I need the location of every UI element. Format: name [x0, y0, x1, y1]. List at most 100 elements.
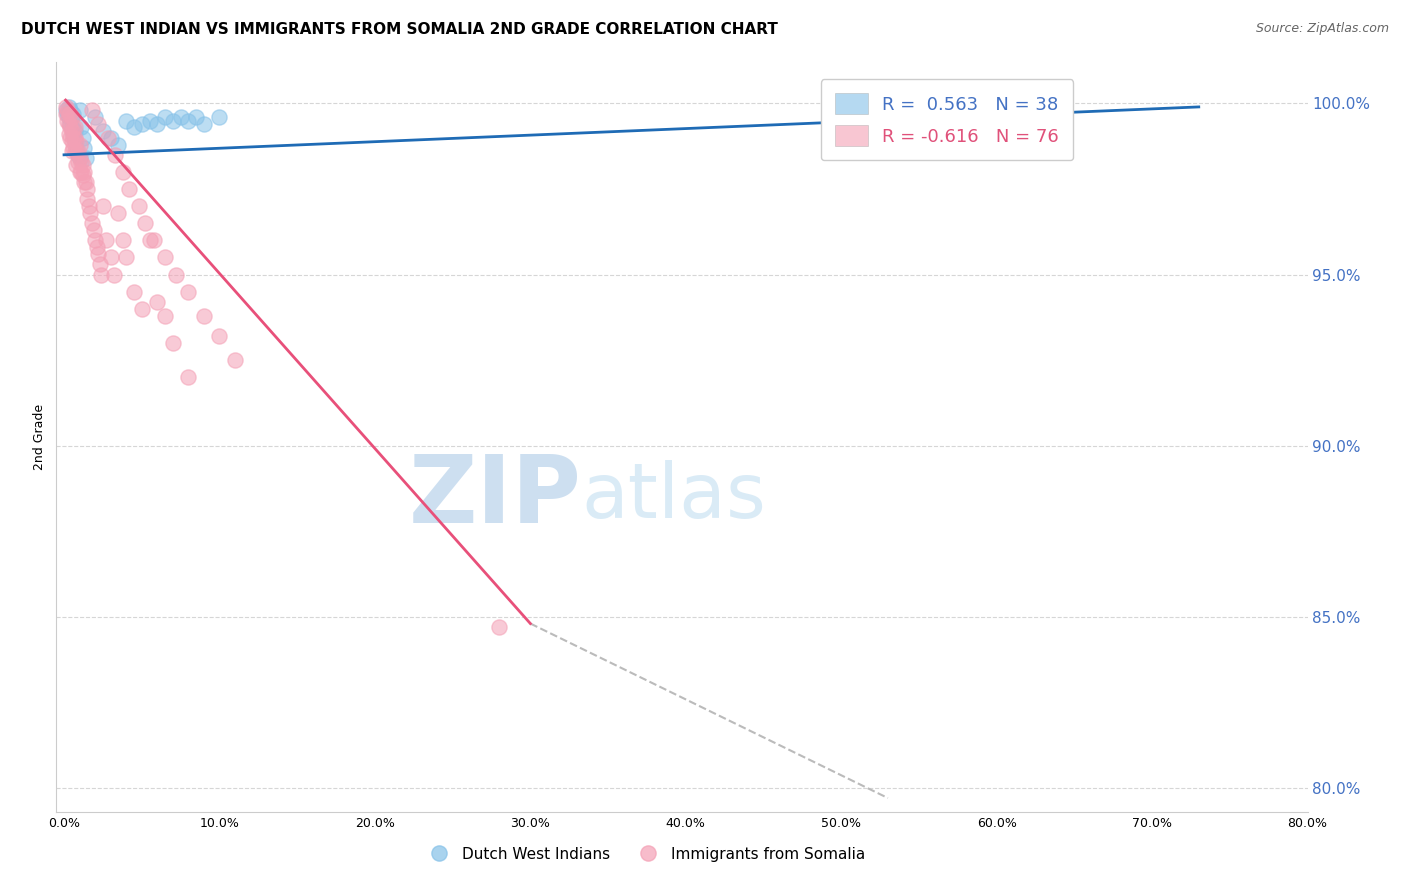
- Point: [90, 268, 112, 282]
- Point: [59, 130, 82, 145]
- Point: [72, 130, 94, 145]
- Point: [122, 120, 145, 135]
- Point: [84, 233, 107, 247]
- Point: [84, 110, 107, 124]
- Point: [488, 620, 510, 634]
- Point: [59, 117, 82, 131]
- Point: [177, 370, 200, 384]
- Point: [63, 120, 86, 135]
- Point: [66, 154, 89, 169]
- Point: [107, 206, 129, 220]
- Point: [75, 151, 97, 165]
- Point: [146, 117, 169, 131]
- Point: [63, 145, 86, 159]
- Text: Source: ZipAtlas.com: Source: ZipAtlas.com: [1256, 22, 1389, 36]
- Point: [224, 353, 246, 368]
- Point: [58, 128, 80, 142]
- Point: [73, 165, 96, 179]
- Point: [79, 206, 101, 220]
- Point: [70, 154, 93, 169]
- Point: [63, 124, 86, 138]
- Point: [122, 285, 145, 299]
- Point: [1001, 96, 1024, 111]
- Point: [165, 268, 187, 282]
- Point: [94, 233, 117, 247]
- Point: [59, 103, 82, 118]
- Point: [66, 148, 89, 162]
- Point: [83, 223, 105, 237]
- Point: [86, 240, 108, 254]
- Point: [80, 216, 103, 230]
- Point: [60, 145, 83, 159]
- Point: [162, 336, 184, 351]
- Point: [69, 103, 91, 118]
- Point: [89, 257, 111, 271]
- Point: [77, 199, 100, 213]
- Point: [56, 103, 79, 118]
- Point: [55, 103, 77, 118]
- Point: [60, 134, 83, 148]
- Point: [69, 165, 91, 179]
- Point: [1032, 96, 1054, 111]
- Point: [143, 233, 166, 247]
- Point: [58, 100, 80, 114]
- Point: [107, 137, 129, 152]
- Point: [91, 124, 114, 138]
- Point: [70, 165, 93, 179]
- Point: [66, 145, 89, 159]
- Point: [56, 113, 79, 128]
- Point: [208, 110, 231, 124]
- Y-axis label: 2nd Grade: 2nd Grade: [32, 404, 46, 470]
- Point: [208, 329, 231, 343]
- Point: [73, 141, 96, 155]
- Point: [62, 128, 84, 142]
- Text: atlas: atlas: [582, 460, 766, 534]
- Point: [91, 199, 114, 213]
- Point: [131, 301, 153, 316]
- Point: [193, 117, 215, 131]
- Point: [56, 107, 79, 121]
- Point: [58, 117, 80, 131]
- Point: [73, 175, 96, 189]
- Point: [146, 294, 169, 309]
- Point: [112, 165, 135, 179]
- Point: [153, 251, 176, 265]
- Text: DUTCH WEST INDIAN VS IMMIGRANTS FROM SOMALIA 2ND GRADE CORRELATION CHART: DUTCH WEST INDIAN VS IMMIGRANTS FROM SOM…: [21, 22, 778, 37]
- Point: [69, 151, 91, 165]
- Point: [169, 110, 191, 124]
- Point: [62, 130, 84, 145]
- Point: [115, 113, 138, 128]
- Point: [58, 107, 80, 121]
- Point: [128, 199, 150, 213]
- Point: [75, 175, 97, 189]
- Point: [87, 117, 110, 131]
- Point: [72, 158, 94, 172]
- Point: [80, 103, 103, 118]
- Point: [115, 251, 138, 265]
- Point: [153, 110, 176, 124]
- Point: [70, 120, 93, 135]
- Point: [87, 247, 110, 261]
- Point: [62, 107, 84, 121]
- Point: [62, 141, 84, 155]
- Point: [96, 130, 118, 145]
- Point: [58, 110, 80, 124]
- Point: [103, 268, 125, 282]
- Point: [112, 233, 135, 247]
- Point: [100, 251, 122, 265]
- Point: [100, 130, 122, 145]
- Point: [76, 192, 98, 206]
- Point: [131, 117, 153, 131]
- Point: [138, 113, 160, 128]
- Point: [62, 120, 84, 135]
- Point: [134, 216, 156, 230]
- Point: [186, 110, 208, 124]
- Point: [65, 158, 87, 172]
- Point: [69, 151, 91, 165]
- Point: [76, 182, 98, 196]
- Point: [72, 169, 94, 183]
- Text: ZIP: ZIP: [409, 451, 582, 543]
- Point: [60, 120, 83, 135]
- Point: [193, 309, 215, 323]
- Point: [65, 134, 87, 148]
